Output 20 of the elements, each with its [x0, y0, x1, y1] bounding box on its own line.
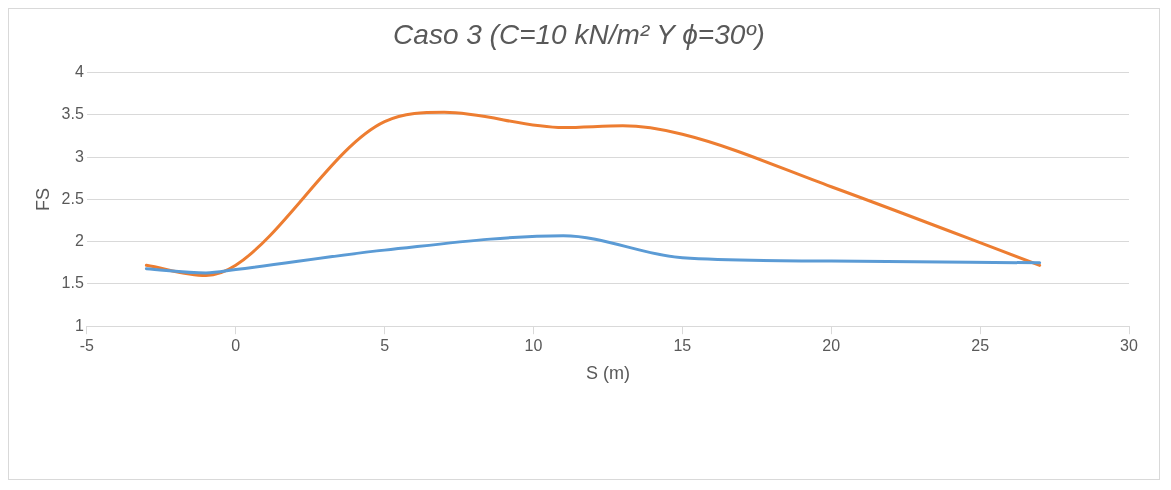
y-tick-label: 1: [74, 316, 84, 334]
x-tick-label: 20: [822, 337, 841, 355]
y-tick-label: 3.5: [61, 105, 84, 123]
x-tick-label: 5: [380, 337, 390, 355]
x-tick-label: 0: [231, 337, 241, 355]
x-tick-label: 15: [673, 337, 692, 355]
line-series: [144, 234, 1042, 275]
chart-title: Caso 3 (C=10 kN/m² Y ϕ=30º): [393, 18, 765, 50]
x-axis-title: S (m): [585, 363, 630, 384]
x-tick-label: -5: [79, 337, 95, 355]
line-series: [144, 110, 1042, 277]
y-tick-label: 4: [74, 63, 84, 81]
y-tick-label: 2.5: [61, 189, 84, 207]
y-tick-label: 2: [74, 232, 84, 250]
y-tick-label: 3: [74, 147, 84, 165]
y-axis-title: FS: [32, 187, 53, 211]
x-tick-label: 10: [524, 337, 543, 355]
x-tick-label: 30: [1120, 337, 1138, 355]
x-tick-label: 25: [971, 337, 990, 355]
y-tick-label: 1.5: [61, 274, 84, 292]
